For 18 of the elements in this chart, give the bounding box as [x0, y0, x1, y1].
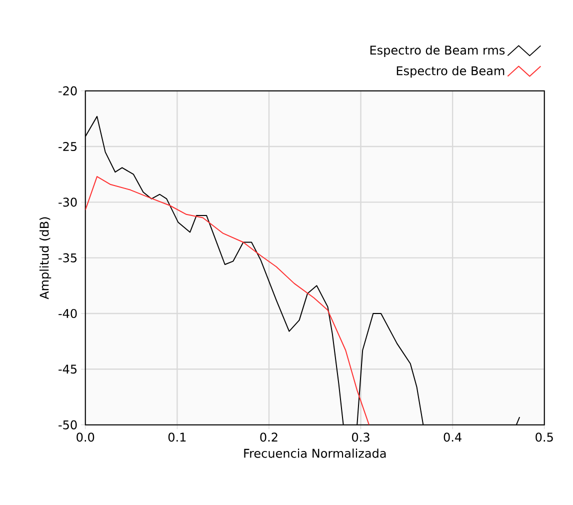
- x-tick-label: 0.2: [260, 432, 278, 442]
- x-tick-label: 0.0: [76, 432, 94, 442]
- x-tick-label: 0.4: [444, 432, 462, 442]
- y-tick-label: -30: [58, 198, 77, 207]
- x-tick-label: 0.5: [536, 432, 553, 442]
- y-tick-label: -40: [58, 308, 77, 318]
- y-tick-label: -50: [58, 420, 77, 430]
- y-tick-label: -25: [58, 142, 77, 152]
- y-tick-label: -20: [58, 86, 77, 96]
- y-tick-label: -45: [58, 364, 77, 374]
- x-tick-label: 0.3: [352, 432, 370, 442]
- legend-label: Espectro de Beam rms: [370, 45, 505, 57]
- x-axis-title: Frecuencia Normalizada: [244, 448, 386, 458]
- line-series: [85, 176, 370, 425]
- legend-label: Espectro de Beam: [396, 66, 504, 78]
- y-tick-label: -35: [58, 253, 77, 262]
- x-tick-label: 0.1: [168, 432, 186, 442]
- y-axis-title: Amplitud (dB): [40, 217, 52, 300]
